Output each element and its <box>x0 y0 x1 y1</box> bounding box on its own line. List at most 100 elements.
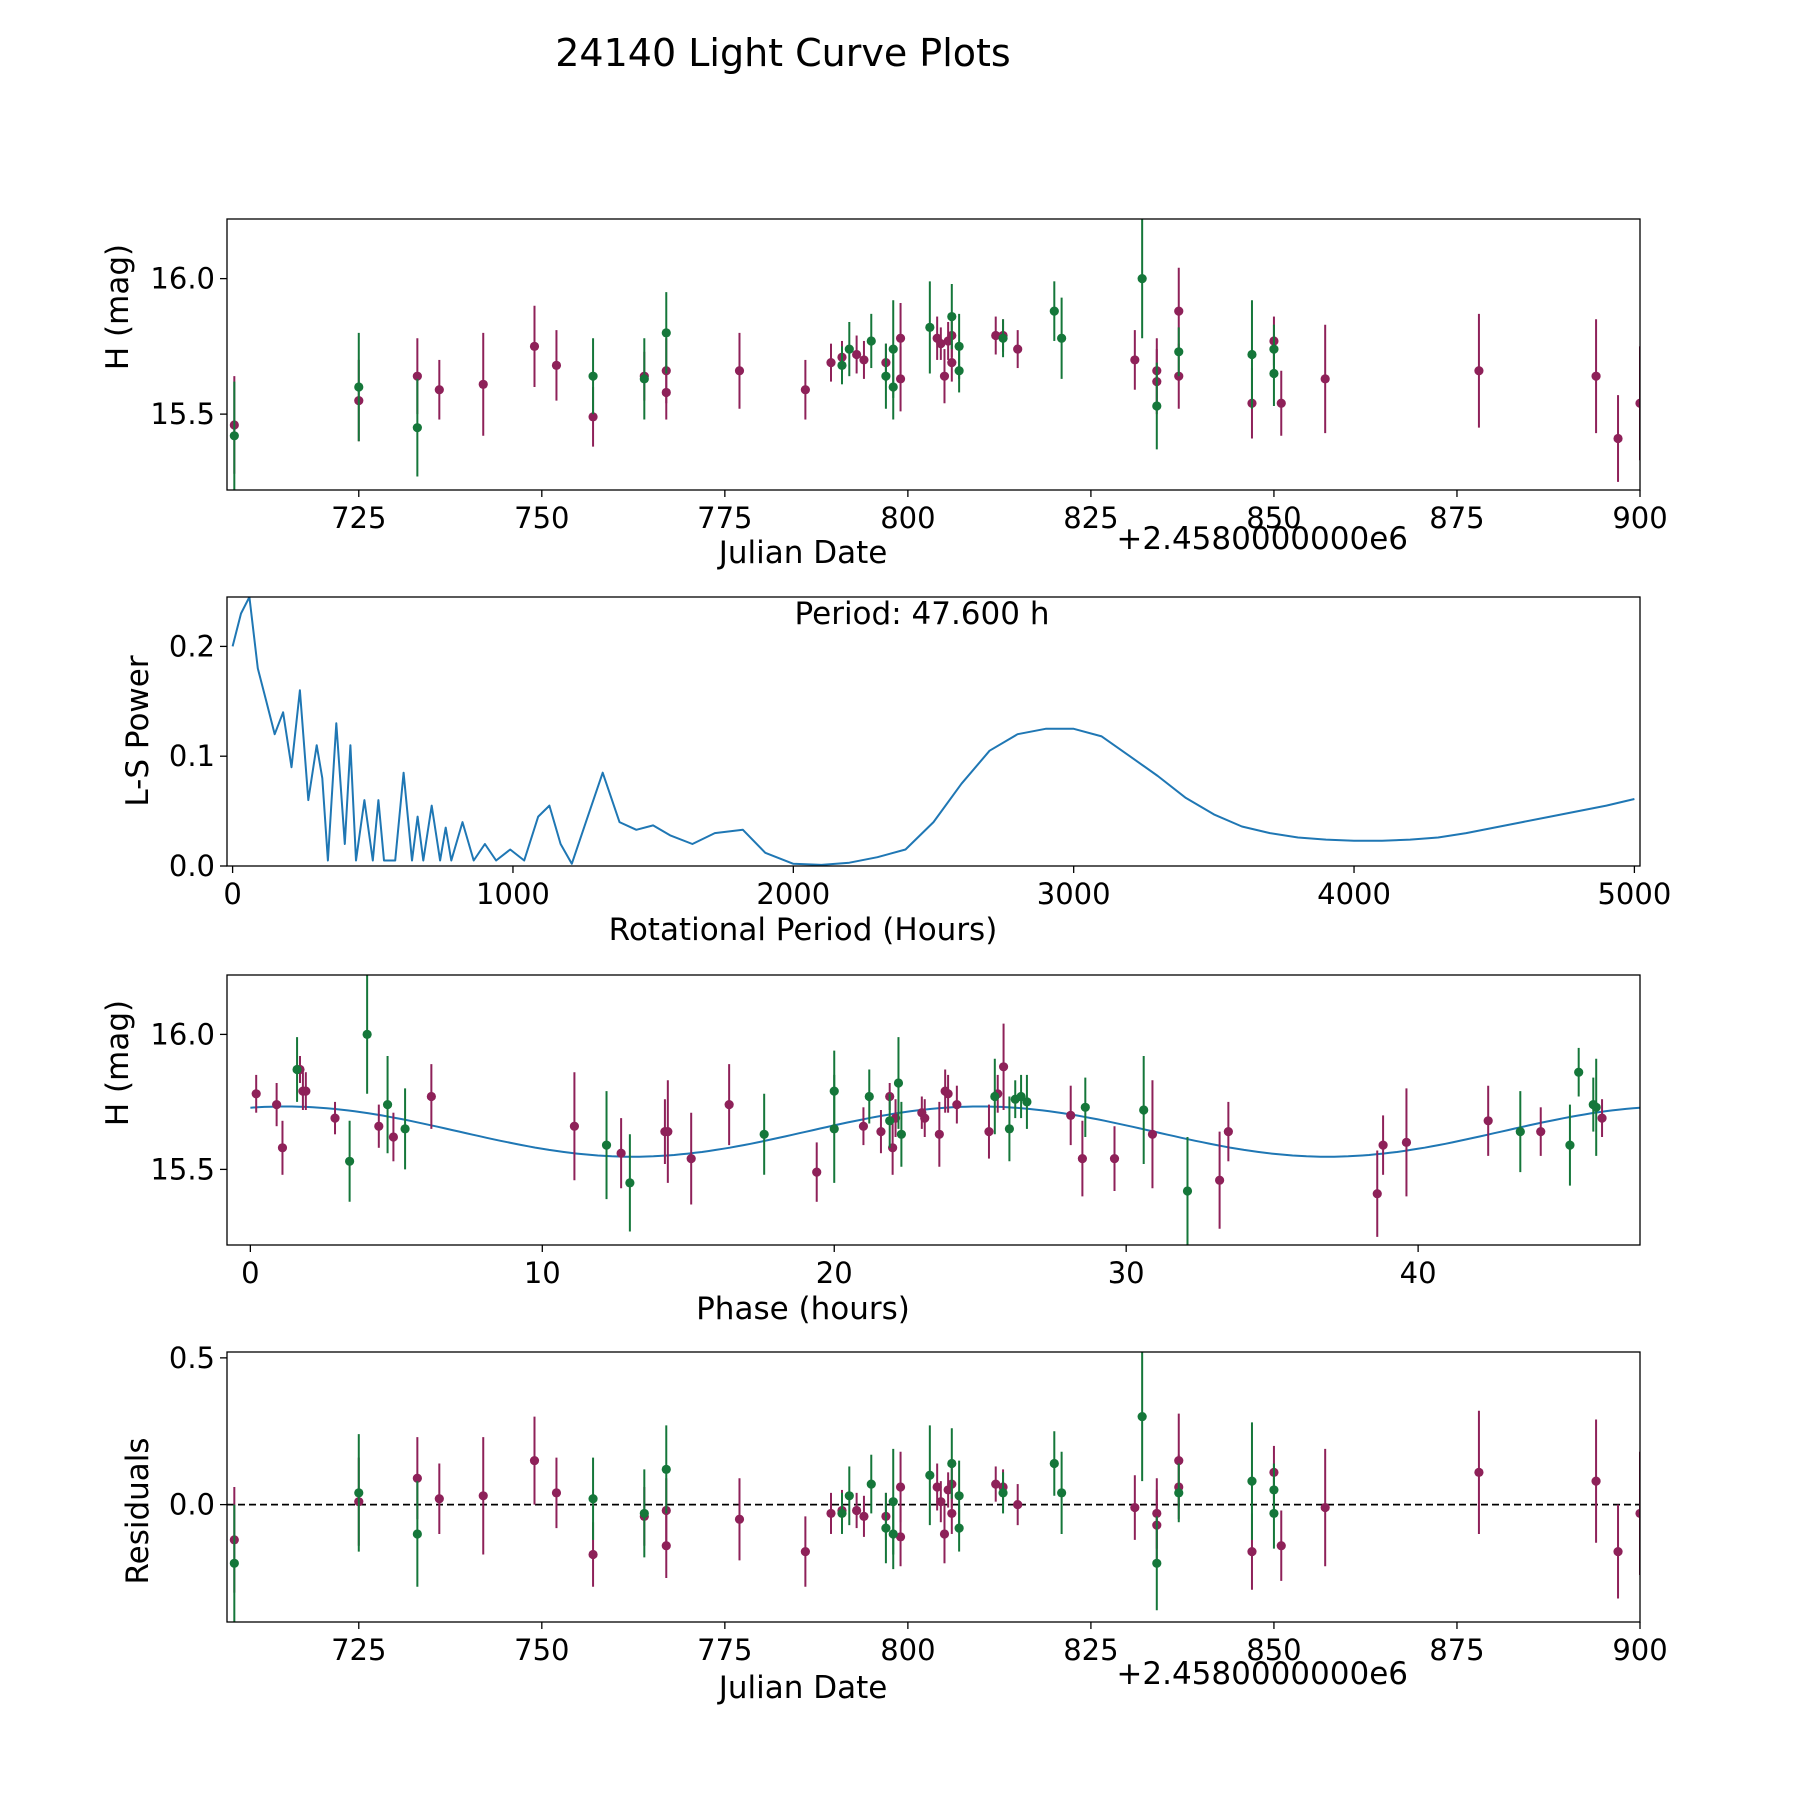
lightcurve-data-point <box>1057 333 1067 343</box>
folded-xtick-label: 20 <box>816 1256 853 1290</box>
lightcurve-data-point <box>412 423 422 433</box>
folded-data-point <box>885 1116 895 1126</box>
residuals-data-point <box>826 1508 836 1519</box>
folded-data-point <box>1004 1124 1015 1134</box>
periodogram-xtick-label: 4000 <box>1317 877 1391 911</box>
residuals-data-point <box>954 1491 964 1501</box>
lightcurve-data-point <box>734 366 745 376</box>
residuals-xtick-label: 900 <box>1612 1633 1667 1667</box>
residuals-data-point <box>1049 1458 1059 1469</box>
lightcurve-data-point <box>888 344 898 354</box>
folded-data-point <box>601 1140 612 1150</box>
lightcurve-data-point <box>478 379 488 389</box>
residuals-data-point <box>895 1532 906 1542</box>
lightcurve-ytick-label: 16.0 <box>150 262 215 296</box>
folded-panel: H (mag) Phase (hours) 0 10 20 30 40 15.5 16.0 <box>100 974 1641 1327</box>
residuals-xtick-label: 850 <box>1246 1633 1301 1667</box>
lightcurve-plot-area <box>229 219 1640 490</box>
folded-data-point <box>724 1100 734 1110</box>
residuals-data-point <box>1276 1541 1286 1551</box>
lightcurve-data-point <box>800 385 810 395</box>
residuals-offset-label: +2.4580000000e6 <box>1116 1656 1408 1692</box>
folded-data-point <box>1574 1067 1584 1077</box>
residuals-xtick-label: 750 <box>514 1633 569 1667</box>
residuals-data-point <box>1320 1502 1330 1513</box>
residuals-data-point <box>1013 1500 1023 1510</box>
lightcurve-data-point <box>1137 274 1147 284</box>
residuals-data-point <box>1635 1508 1640 1519</box>
lightcurve-data-point <box>1013 344 1023 354</box>
residuals-panel: Residuals Julian Date +2.4580000000e6 72… <box>120 1341 1668 1706</box>
figure-title: 24140 Light Curve Plots <box>555 31 1010 75</box>
folded-data-point <box>1080 1102 1090 1112</box>
lightcurve-data-point <box>954 366 964 376</box>
lightcurve-xtick-label: 775 <box>697 501 752 535</box>
residuals-data-point <box>852 1505 862 1516</box>
folded-xtick-label: 0 <box>241 1256 259 1290</box>
lightcurve-data-point <box>529 341 540 351</box>
lightcurve-data-point <box>1174 347 1184 357</box>
lightcurve-ytick-label: 15.5 <box>150 397 215 431</box>
lightcurve-data-point <box>939 371 950 381</box>
residuals-ytick-label: 0.0 <box>169 1488 215 1522</box>
lightcurve-data-point <box>888 382 898 392</box>
residuals-ytick-label: 0.5 <box>169 1341 215 1375</box>
folded-data-point <box>990 1091 1000 1102</box>
residuals-data-point <box>1057 1488 1067 1498</box>
folded-ytick-label: 15.5 <box>150 1152 215 1186</box>
lightcurve-data-point <box>1049 306 1059 316</box>
folded-data-point <box>1515 1127 1525 1137</box>
folded-data-point <box>1591 1102 1601 1112</box>
residuals-data-point <box>1247 1476 1257 1486</box>
residuals-xtick-label: 875 <box>1429 1633 1484 1667</box>
residuals-data-point <box>888 1529 898 1539</box>
residuals-data-point <box>661 1541 671 1551</box>
lightcurve-data-point <box>947 311 957 322</box>
folded-data-point <box>1223 1127 1233 1137</box>
folded-data-point <box>876 1127 886 1137</box>
lightcurve-xtick-label: 750 <box>514 501 569 535</box>
residuals-data-point <box>1137 1411 1147 1422</box>
residuals-data-point <box>895 1482 906 1492</box>
lightcurve-data-point <box>1320 374 1330 384</box>
folded-data-point <box>1565 1140 1575 1150</box>
lightcurve-offset-label: +2.4580000000e6 <box>1116 521 1408 557</box>
residuals-data-point <box>734 1514 745 1524</box>
lightcurve-data-point <box>1130 355 1140 365</box>
lightcurve-data-point <box>1613 433 1623 444</box>
folded-data-point <box>812 1167 822 1177</box>
residuals-data-point <box>947 1508 957 1519</box>
folded-data-point <box>301 1086 311 1096</box>
folded-data-point <box>829 1124 839 1134</box>
residuals-frame <box>226 1351 1641 1623</box>
folded-xlabel: Phase (hours) <box>696 1291 910 1327</box>
lightcurve-data-point <box>954 341 964 351</box>
residuals-data-point <box>998 1488 1008 1498</box>
periodogram-line <box>231 597 1635 866</box>
residuals-data-point <box>1474 1467 1484 1477</box>
residuals-data-point <box>800 1546 810 1557</box>
lightcurve-data-point <box>639 374 649 384</box>
lightcurve-data-point <box>895 374 906 384</box>
residuals-xtick-label: 800 <box>880 1633 935 1667</box>
lightcurve-frame <box>226 218 1641 491</box>
periodogram-xtick-label: 3000 <box>1037 877 1111 911</box>
folded-data-point <box>362 1029 372 1039</box>
lightcurve-data-point <box>826 358 836 368</box>
folded-data-point <box>1372 1189 1382 1199</box>
periodogram-ylabel: L-S Power <box>120 655 156 806</box>
folded-data-point <box>1536 1127 1546 1137</box>
residuals-data-point <box>588 1494 598 1504</box>
lightcurve-xtick-label: 850 <box>1246 501 1301 535</box>
residuals-data-point <box>639 1508 649 1519</box>
lightcurve-data-point <box>661 387 671 398</box>
lightcurve-xtick-label: 825 <box>1063 501 1118 535</box>
periodogram-ytick-label: 0.2 <box>169 629 215 663</box>
residuals-data-point <box>1152 1558 1162 1568</box>
folded-data-point <box>625 1178 635 1188</box>
residuals-data-point <box>1613 1546 1623 1557</box>
lightcurve-xtick-label: 725 <box>331 501 386 535</box>
lightcurve-xtick-label: 800 <box>880 501 935 535</box>
residuals-data-point <box>412 1473 422 1483</box>
